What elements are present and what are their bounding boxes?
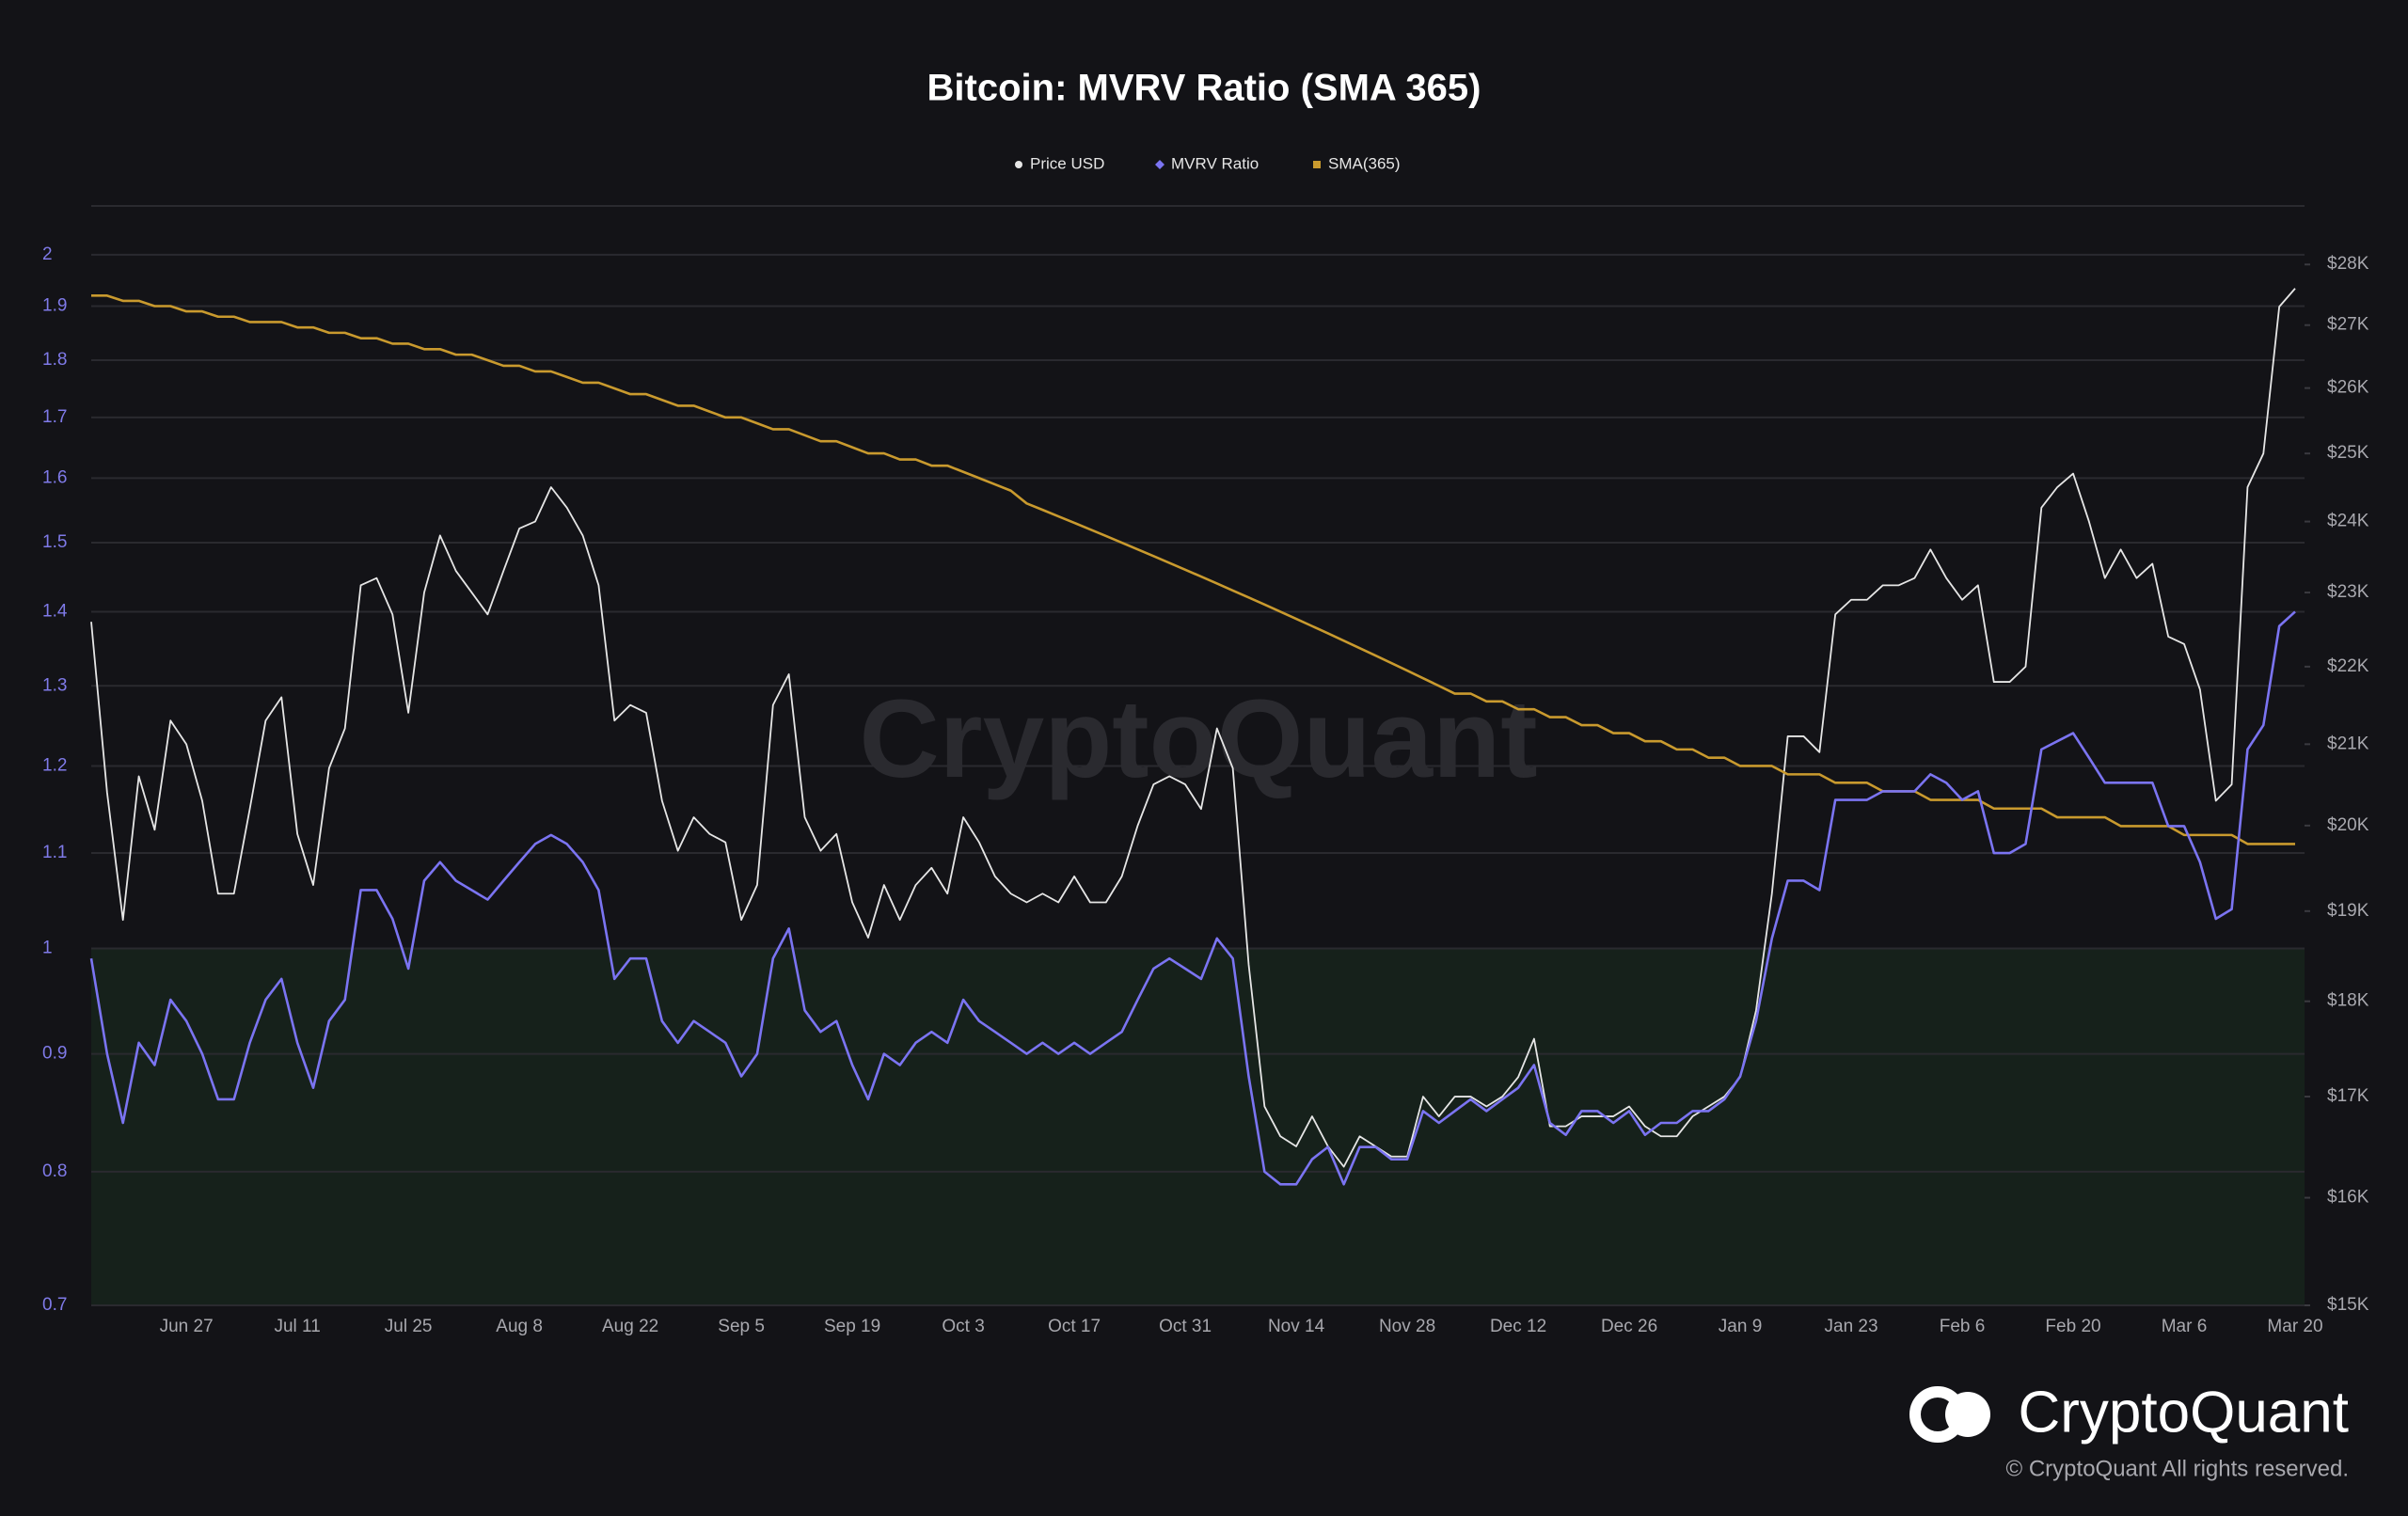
y-tick-label: 1.6 [42, 467, 67, 487]
legend-marker [1155, 160, 1164, 169]
x-tick-label: Jul 25 [385, 1317, 433, 1336]
y2-tick-label: $17K [2327, 1086, 2369, 1106]
y2-tick-label: $27K [2327, 315, 2369, 335]
y2-tick-label: $23K [2327, 582, 2369, 602]
y2-tick-label: $20K [2327, 815, 2369, 835]
legend-marker [1015, 161, 1022, 168]
x-tick-label: Jun 27 [160, 1317, 214, 1336]
shaded-zone [91, 948, 2305, 1305]
y-tick-label: 1.1 [42, 843, 67, 862]
chart-title: Bitcoin: MVRV Ratio (SMA 365) [927, 68, 1481, 109]
series-line [90, 288, 2296, 1168]
y2-tick-label: $15K [2327, 1295, 2369, 1315]
y-tick-label: 1 [42, 938, 53, 957]
y-tick-label: 0.7 [42, 1295, 67, 1315]
y2-tick-label: $22K [2327, 656, 2369, 676]
series-line [89, 610, 2296, 1186]
legend-label: MVRV Ratio [1171, 154, 1259, 172]
legend: Price USD MVRV Ratio SMA(365) [1015, 154, 1401, 172]
x-tick-label: Sep 19 [824, 1317, 880, 1336]
x-tick-label: Oct 17 [1048, 1317, 1101, 1336]
y2-tick-label: $25K [2327, 443, 2369, 463]
legend-label: SMA(365) [1328, 154, 1401, 172]
brand-name: CryptoQuant [2018, 1380, 2349, 1445]
y2-tick-label: $19K [2327, 901, 2369, 921]
y2-tick-label: $28K [2327, 254, 2369, 274]
x-tick-label: Mar 6 [2162, 1317, 2208, 1336]
y-tick-label: 2 [42, 245, 53, 264]
x-tick-label: Mar 20 [2267, 1317, 2322, 1336]
series-line [91, 294, 2295, 845]
legend-label: Price USD [1030, 154, 1104, 172]
y-tick-label: 0.9 [42, 1044, 67, 1064]
y-tick-label: 1.3 [42, 675, 67, 695]
y2-tick-label: $21K [2327, 734, 2369, 753]
y2-tick-label: $16K [2327, 1188, 2369, 1208]
y-tick-label: 1.2 [42, 755, 67, 775]
x-tick-label: Aug 22 [602, 1317, 658, 1336]
y-tick-label: 1.4 [42, 601, 68, 621]
x-tick-label: Sep 5 [718, 1317, 765, 1336]
legend-marker [1313, 161, 1321, 168]
y-tick-label: 1.8 [42, 350, 67, 370]
x-tick-label: Jan 23 [1825, 1317, 1878, 1336]
y-tick-label: 1.7 [42, 407, 67, 427]
y2-tick-label: $24K [2327, 512, 2369, 531]
x-tick-label: Nov 14 [1268, 1317, 1325, 1336]
brand-logo [1909, 1386, 1990, 1443]
x-tick-label: Feb 20 [2045, 1317, 2100, 1336]
x-tick-label: Oct 3 [942, 1317, 984, 1336]
y2-tick-label: $26K [2327, 378, 2369, 398]
y-tick-label: 0.8 [42, 1161, 67, 1181]
logo-dot [1945, 1392, 1990, 1437]
x-tick-label: Feb 6 [1940, 1317, 1986, 1336]
copyright: © CryptoQuant All rights reserved. [2006, 1456, 2350, 1481]
y-tick-label: 1.5 [42, 532, 67, 552]
x-tick-label: Nov 28 [1379, 1317, 1435, 1336]
x-tick-label: Dec 26 [1601, 1317, 1657, 1336]
x-tick-label: Oct 31 [1159, 1317, 1212, 1336]
x-tick-label: Aug 8 [496, 1317, 543, 1336]
y-tick-label: 1.9 [42, 296, 67, 316]
x-tick-label: Dec 12 [1490, 1317, 1546, 1336]
x-tick-label: Jul 11 [274, 1317, 320, 1336]
y2-tick-label: $18K [2327, 991, 2369, 1011]
watermark: CryptoQuant [859, 677, 1537, 801]
x-tick-label: Jan 9 [1719, 1317, 1762, 1336]
